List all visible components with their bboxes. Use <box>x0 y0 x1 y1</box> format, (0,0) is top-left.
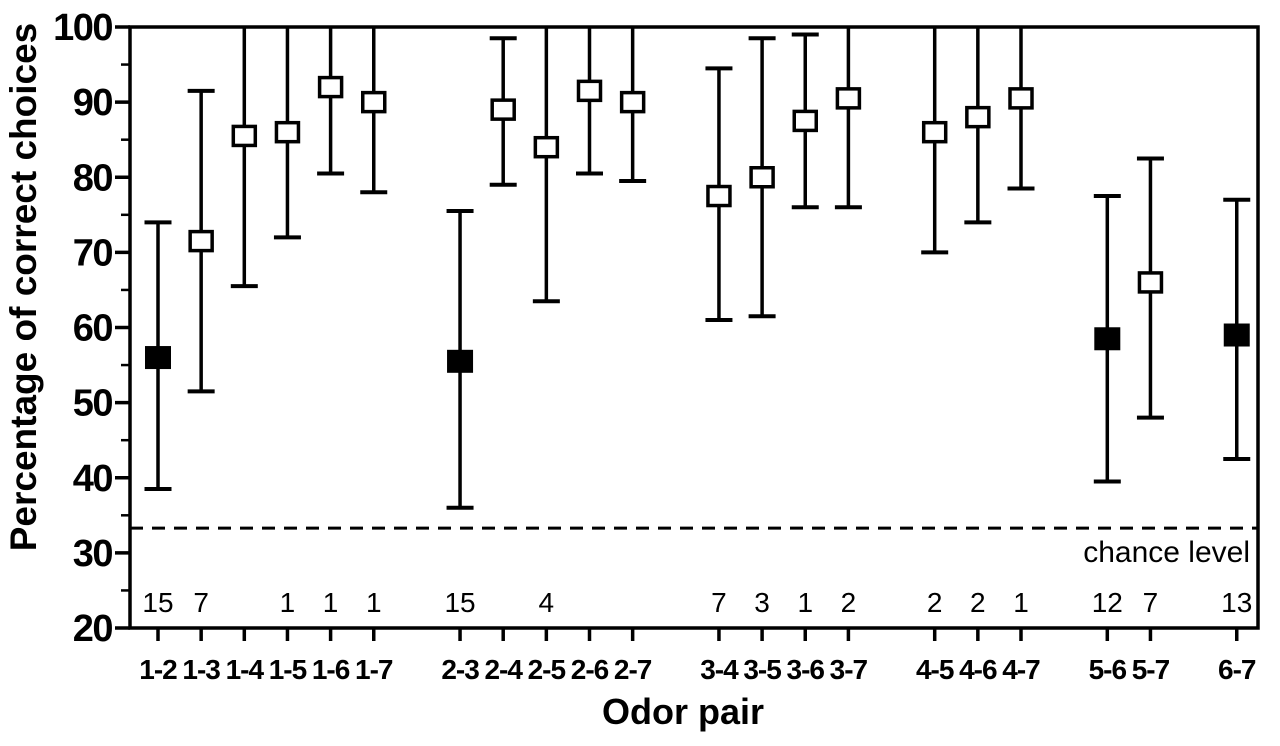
marker-open-square <box>317 75 344 99</box>
marker-open-square <box>921 120 948 144</box>
marker-open-square <box>1008 87 1034 110</box>
marker-open-square <box>1137 271 1164 294</box>
x-axis-label: Odor pair <box>602 691 764 732</box>
sample-size-label: 15 <box>142 587 173 618</box>
x-tick-label: 1-4 <box>226 654 265 685</box>
x-tick-label: 2-4 <box>484 654 523 685</box>
x-tick-label: 3-6 <box>787 654 825 685</box>
x-tick-label: 5-7 <box>1132 654 1170 685</box>
x-tick-label: 4-7 <box>1002 654 1040 685</box>
sample-size-label: 1 <box>280 587 296 618</box>
sample-size-label: 13 <box>1221 587 1252 618</box>
sample-size-label: 15 <box>444 587 475 618</box>
x-tick-label: 1-3 <box>182 654 220 685</box>
marker-open-square <box>231 124 258 148</box>
marker-filled-square <box>145 346 171 370</box>
sample-size-label: 1 <box>366 587 382 618</box>
x-tick-label: 3-7 <box>830 654 868 685</box>
chance-level-label: chance level <box>1083 536 1250 569</box>
sample-size-label: 3 <box>754 587 770 618</box>
sample-size-label: 1 <box>323 587 339 618</box>
x-tick-label: 2-3 <box>441 654 479 685</box>
marker-open-square <box>965 105 991 129</box>
x-tick-label: 2-7 <box>614 654 652 685</box>
marker-filled-square <box>447 349 474 373</box>
x-tick-label: 4-5 <box>916 654 954 685</box>
sample-size-label: 7 <box>1143 587 1159 618</box>
x-tick-label: 1-7 <box>355 654 393 685</box>
y-tick-label: 100 <box>53 7 112 49</box>
marker-open-square <box>576 79 603 103</box>
y-tick-label: 60 <box>73 308 113 350</box>
sample-size-label: 12 <box>1092 587 1123 618</box>
marker-open-square <box>533 135 560 159</box>
y-tick-label: 90 <box>73 82 113 124</box>
sample-size-label: 7 <box>193 587 209 618</box>
sample-size-label: 2 <box>841 587 857 618</box>
x-tick-label: 3-4 <box>700 654 739 685</box>
y-tick-label: 80 <box>73 157 113 199</box>
marker-open-square <box>274 120 301 144</box>
x-tick-label: 2-5 <box>528 654 566 685</box>
marker-open-square <box>835 87 862 110</box>
sample-size-label: 2 <box>927 587 943 618</box>
marker-open-square <box>706 184 732 208</box>
x-tick-label: 5-6 <box>1089 654 1127 685</box>
marker-open-square <box>361 90 387 114</box>
y-tick-label: 30 <box>73 533 113 575</box>
y-tick-label: 40 <box>73 458 113 500</box>
marker-open-square <box>749 166 775 189</box>
x-tick-label: 3-5 <box>743 654 781 685</box>
marker-filled-square <box>1094 327 1121 351</box>
sample-size-label: 1 <box>797 587 813 618</box>
y-tick-label: 70 <box>73 232 113 274</box>
sample-size-label: 4 <box>539 587 555 618</box>
y-axis-label: Percentage of correct choices <box>3 23 44 552</box>
marker-open-square <box>490 98 516 121</box>
marker-open-square <box>619 90 646 114</box>
marker-filled-square <box>1223 323 1250 347</box>
marker-open-square <box>792 109 818 133</box>
y-tick-label: 20 <box>73 608 113 650</box>
x-tick-label: 6-7 <box>1218 654 1256 685</box>
sample-size-label: 1 <box>1013 587 1029 618</box>
sample-size-label: 2 <box>970 587 986 618</box>
x-tick-label: 4-6 <box>959 654 997 685</box>
x-tick-label: 1-2 <box>139 654 177 685</box>
marker-open-square <box>188 229 214 253</box>
x-tick-label: 1-6 <box>312 654 350 685</box>
x-tick-label: 1-5 <box>269 654 307 685</box>
x-tick-label: 2-6 <box>571 654 609 685</box>
sample-size-label: 7 <box>711 587 727 618</box>
y-tick-label: 50 <box>73 383 113 425</box>
